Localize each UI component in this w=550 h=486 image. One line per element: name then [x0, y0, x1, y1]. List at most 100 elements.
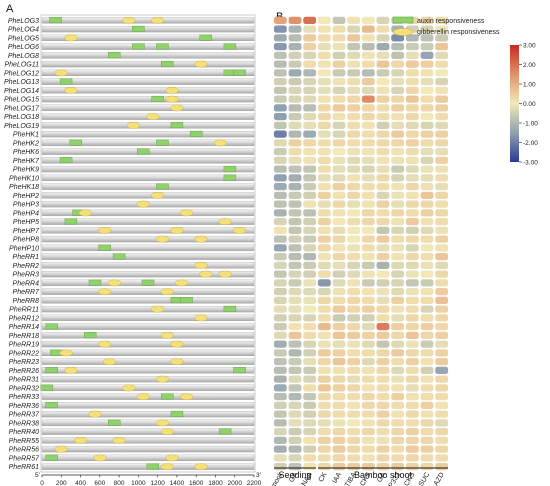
heatmap-cell: [435, 148, 449, 156]
heatmap-cell: [376, 78, 390, 86]
heatmap-cell: [405, 43, 419, 51]
gibberellin-element: [102, 358, 117, 366]
heatmap-cell: [303, 51, 317, 59]
heatmap-cell: [361, 60, 375, 68]
heatmap-cell: [347, 419, 361, 427]
gene-row: PheRR32: [9, 384, 255, 392]
gibberellin-element: [194, 60, 208, 68]
heatmap-cell: [273, 296, 287, 304]
heatmap-cell: [361, 139, 375, 147]
auxin-element: [223, 174, 237, 181]
panel-a-frame: [40, 14, 256, 473]
gene-track: [41, 410, 255, 418]
gene-label: PheRR36: [9, 403, 39, 410]
heatmap-cell: [317, 445, 331, 453]
heatmap-cell: [420, 34, 434, 42]
gene-row: PheHP7: [13, 226, 255, 235]
heatmap-cell: [420, 200, 434, 208]
heatmap-cell: [361, 69, 375, 77]
heatmap-cell: [435, 436, 449, 444]
heatmap-cell: [376, 331, 390, 339]
gene-label: PheRR14: [9, 324, 39, 331]
heatmap-cell: [288, 86, 302, 94]
heatmap-row: [273, 296, 449, 304]
gene-row: PheRR36: [9, 402, 255, 410]
heatmap-cell: [405, 288, 419, 296]
heatmap-cell: [347, 235, 361, 243]
heatmap-cell: [376, 86, 390, 94]
gene-row: PheRR3: [13, 270, 255, 279]
gene-row: PheRR37: [9, 410, 255, 419]
heatmap-cell: [391, 436, 405, 444]
heatmap-cell: [303, 156, 317, 164]
column-label: SUC: [418, 472, 431, 486]
heatmap-cell: [376, 121, 390, 129]
heatmap-cell: [288, 314, 302, 322]
heatmap-cell: [420, 174, 434, 182]
gene-row: PheHP3: [13, 200, 255, 209]
gene-row: PheLOG5: [8, 34, 255, 42]
heatmap-row: [273, 410, 449, 418]
gene-label: PheRR12: [9, 315, 39, 322]
heatmap-cell: [391, 130, 405, 138]
heatmap-cell: [376, 323, 390, 331]
heatmap-cell: [391, 51, 405, 59]
gibberellin-element: [64, 86, 78, 94]
heatmap-cell: [347, 226, 361, 234]
gene-label: PheRR23: [9, 359, 39, 366]
heatmap-cell: [376, 113, 390, 121]
heatmap-cell: [273, 95, 287, 103]
heatmap-row: [273, 25, 449, 33]
heatmap-cell: [273, 78, 287, 86]
heatmap-cell: [435, 34, 449, 42]
auxin-element: [69, 139, 82, 146]
heatmap-cell: [376, 69, 390, 77]
heatmap-row: [273, 130, 449, 138]
heatmap-cell: [376, 130, 390, 138]
heatmap-cell: [317, 340, 331, 348]
auxin-element: [223, 165, 237, 172]
heatmap-cell: [420, 86, 434, 94]
heatmap-cell: [435, 401, 449, 409]
gibberellin-element: [107, 279, 121, 287]
gibberellin-element: [155, 419, 170, 427]
heatmap-cell: [420, 244, 434, 252]
auxin-element: [108, 52, 121, 59]
heatmap-cell: [273, 340, 287, 348]
heatmap-row: [273, 86, 449, 94]
heatmap-cell: [376, 419, 390, 427]
heatmap-cell: [332, 130, 346, 138]
heatmap-cell: [273, 113, 287, 121]
heatmap-cell: [273, 445, 287, 453]
gene-track: [41, 122, 255, 129]
x-tick-label: 200: [56, 480, 67, 486]
heatmap-cell: [317, 148, 331, 156]
color-scale-tick-label: 1.00: [523, 81, 536, 88]
heatmap-cell: [391, 288, 405, 296]
heatmap-cell: [347, 200, 361, 208]
legend-auxin-label: auxin responsiveness: [417, 18, 485, 25]
three-prime-label: 3': [256, 472, 261, 479]
heatmap-cell: [420, 410, 434, 418]
heatmap-row: [273, 165, 449, 173]
heatmap-cell: [405, 349, 419, 357]
heatmap-cell: [288, 121, 302, 129]
heatmap-cell: [303, 445, 317, 453]
x-tick-label: 1800: [208, 480, 223, 486]
gene-row: PheRR61: [9, 463, 255, 471]
heatmap-cell: [273, 288, 287, 296]
heatmap-cell: [332, 34, 346, 42]
heatmap-cell: [435, 191, 449, 199]
heatmap-cell: [435, 261, 449, 269]
heatmap-cell: [303, 436, 317, 444]
heatmap-cell: [361, 366, 375, 374]
gene-track: [41, 445, 255, 453]
heatmap-cell: [435, 25, 449, 33]
color-scale-tick-label: 0.00: [523, 101, 536, 108]
auxin-element: [199, 34, 213, 41]
auxin-element: [233, 367, 246, 374]
heatmap-cell: [376, 16, 390, 24]
heatmap-cell: [405, 86, 419, 94]
heatmap-cell: [405, 253, 419, 261]
heatmap-cell: [273, 34, 287, 42]
